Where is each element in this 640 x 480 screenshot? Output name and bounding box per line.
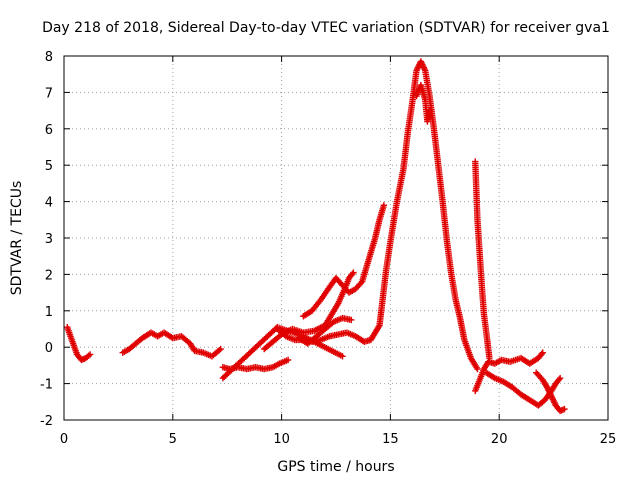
x-tick-label: 5 <box>169 432 177 447</box>
y-tick-label: 3 <box>45 232 53 247</box>
y-tick-label: 1 <box>45 305 53 320</box>
data-point <box>349 270 356 278</box>
y-tick-label: 0 <box>45 341 53 356</box>
y-tick-label: -1 <box>40 378 53 393</box>
grid <box>64 56 608 420</box>
data-points <box>64 58 568 415</box>
x-tick-label: 15 <box>382 432 399 447</box>
y-tick-label: 7 <box>45 86 53 101</box>
y-tick-label: 6 <box>45 123 53 138</box>
y-tick-label: -2 <box>40 414 53 429</box>
y-tick-label: 8 <box>45 50 53 65</box>
data-point <box>426 107 433 114</box>
y-axis-label: SDTVAR / TECUs <box>9 181 25 296</box>
data-point <box>284 356 292 364</box>
chart-title: Day 218 of 2018, Sidereal Day-to-day VTE… <box>42 20 610 36</box>
data-point <box>474 365 481 373</box>
x-tick-label: 0 <box>60 432 68 447</box>
data-point <box>380 202 388 209</box>
data-point <box>339 353 346 360</box>
data-point <box>348 316 355 324</box>
data-point <box>86 351 94 358</box>
x-tick-label: 20 <box>491 432 508 447</box>
y-tick-label: 5 <box>45 159 53 174</box>
x-axis-label: GPS time / hours <box>277 459 394 475</box>
tick-labels: 0 5 10 15 20 25 -2 -1 0 1 2 3 4 5 6 7 8 <box>40 50 616 447</box>
tick-marks <box>63 55 609 421</box>
data-point <box>350 269 357 276</box>
data-point <box>555 376 563 383</box>
y-tick-label: 4 <box>45 196 53 211</box>
data-point <box>217 345 224 353</box>
x-tick-label: 25 <box>600 432 617 447</box>
data-point <box>539 349 546 356</box>
y-tick-label: 2 <box>45 268 53 283</box>
data-point <box>538 350 545 358</box>
x-tick-label: 10 <box>273 432 290 447</box>
data-point <box>561 405 568 413</box>
data-point <box>556 374 564 382</box>
